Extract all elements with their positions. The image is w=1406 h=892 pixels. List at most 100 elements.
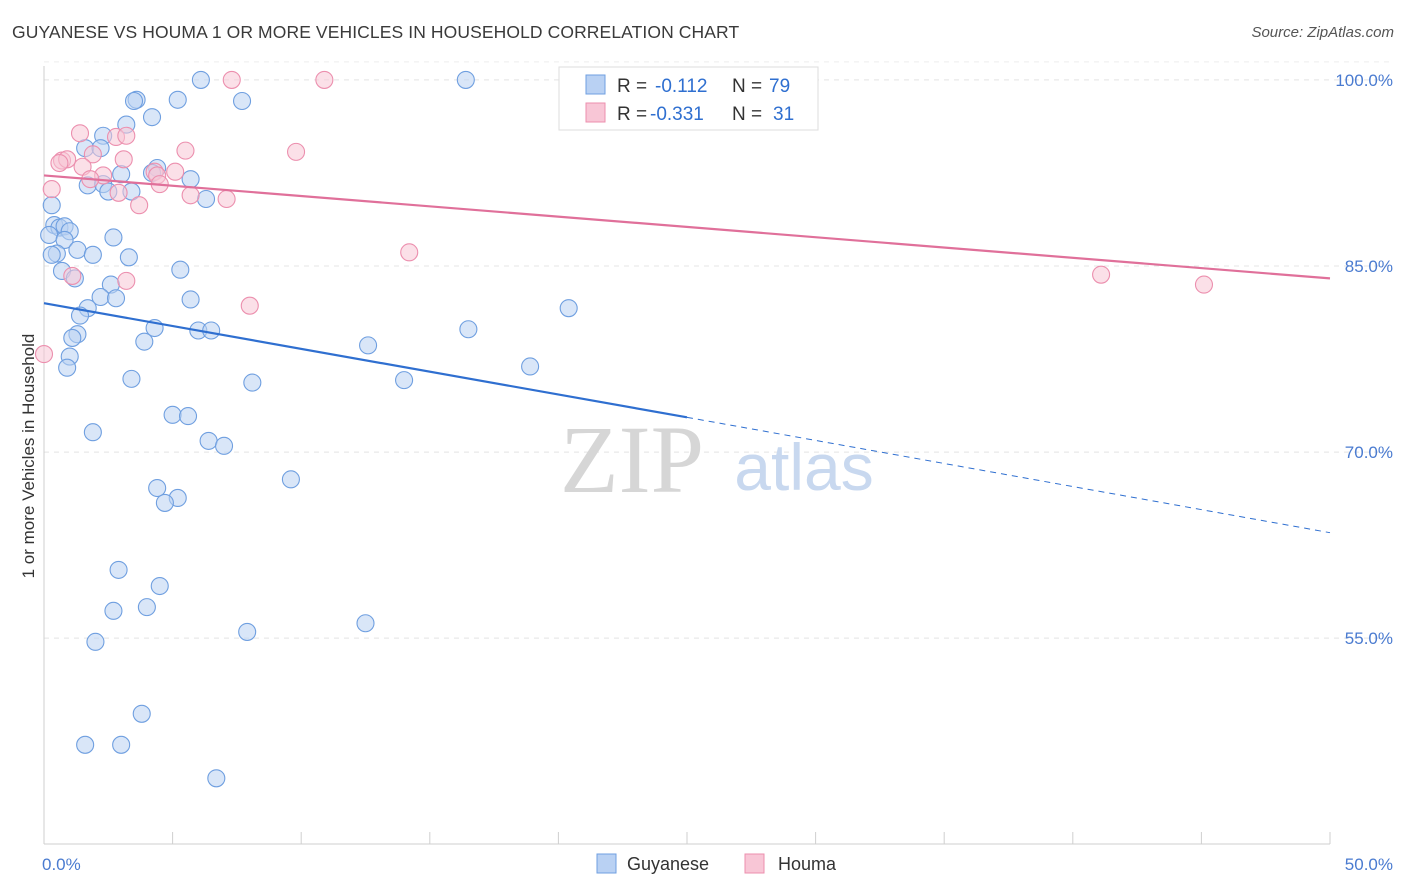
- point-houma: [1194, 275, 1214, 294]
- bottom-legend-label-guyanese: Guyanese: [627, 854, 709, 874]
- point-guyanese: [238, 622, 257, 641]
- point-guyanese: [521, 357, 540, 376]
- point-houma: [130, 196, 149, 215]
- point-guyanese: [168, 90, 187, 109]
- point-guyanese: [202, 321, 221, 340]
- point-houma: [117, 271, 136, 290]
- point-guyanese: [42, 245, 61, 264]
- legend-r-label-2: R =: [617, 104, 647, 125]
- y-tick-label: 55.0%: [1345, 629, 1393, 648]
- point-houma: [176, 141, 195, 160]
- point-guyanese: [356, 614, 375, 633]
- trend-line-extension-guyanese: [686, 416, 1331, 534]
- point-guyanese: [104, 228, 123, 247]
- y-tick-labels: 100.0% 85.0% 70.0% 55.0%: [1335, 71, 1393, 648]
- point-guyanese: [137, 598, 156, 617]
- svg-text:N =: N =: [732, 104, 762, 125]
- point-guyanese: [214, 436, 234, 455]
- point-guyanese: [155, 493, 174, 512]
- point-guyanese: [40, 225, 59, 245]
- gridlines: [44, 61, 1394, 639]
- point-houma: [34, 345, 54, 364]
- point-guyanese: [199, 431, 218, 450]
- point-houma: [42, 180, 61, 199]
- bottom-legend-swatch-houma: [744, 853, 765, 874]
- point-guyanese: [178, 407, 198, 426]
- point-guyanese: [132, 704, 151, 723]
- point-guyanese: [148, 478, 167, 498]
- axes: [43, 66, 1331, 845]
- point-guyanese: [109, 560, 128, 579]
- point-houma: [222, 70, 241, 89]
- bottom-legend: Guyanese Houma: [596, 853, 837, 874]
- series-guyanese: [40, 70, 578, 788]
- point-guyanese: [196, 189, 216, 209]
- point-guyanese: [135, 332, 154, 351]
- legend-r-value-2: -0.331: [650, 104, 704, 125]
- y-tick-label: 70.0%: [1345, 443, 1393, 462]
- point-guyanese: [122, 369, 141, 388]
- point-houma: [114, 150, 133, 169]
- point-houma: [315, 70, 334, 89]
- point-guyanese: [106, 289, 126, 308]
- point-houma: [117, 126, 136, 145]
- point-houma: [50, 153, 69, 173]
- x-tick-label: 0.0%: [42, 855, 81, 874]
- point-guyanese: [181, 170, 200, 189]
- x-tick-labels: 0.0% 50.0%: [42, 855, 1393, 874]
- point-guyanese: [459, 320, 478, 339]
- legend-swatch-houma: [585, 102, 606, 123]
- point-guyanese: [243, 373, 262, 392]
- point-houma: [287, 142, 306, 161]
- point-houma: [63, 266, 82, 285]
- legend-r-value-1: -0.112: [655, 76, 707, 97]
- point-houma: [1092, 265, 1111, 284]
- bottom-legend-swatch-guyanese: [596, 853, 617, 874]
- point-guyanese: [83, 245, 102, 264]
- legend-n-value-1: 79: [769, 76, 790, 97]
- series-houma: [34, 70, 1214, 364]
- y-tick-label: 100.0%: [1335, 71, 1393, 90]
- point-guyanese: [281, 470, 300, 489]
- point-guyanese: [86, 632, 105, 651]
- point-houma: [240, 296, 259, 315]
- point-guyanese: [359, 336, 378, 355]
- point-guyanese: [163, 405, 182, 424]
- svg-text:Guyanese: Guyanese: [627, 854, 709, 874]
- trend-line-houma: [43, 174, 1331, 280]
- bottom-legend-label-houma: Houma: [778, 854, 837, 874]
- point-guyanese: [395, 371, 414, 390]
- svg-text:Houma: Houma: [778, 854, 837, 874]
- point-guyanese: [207, 769, 226, 788]
- point-guyanese: [232, 91, 252, 111]
- legend-r-label-1: R =: [617, 76, 647, 97]
- point-houma: [166, 162, 185, 181]
- point-guyanese: [112, 735, 131, 754]
- svg-text:79: 79: [769, 76, 790, 97]
- point-guyanese: [150, 576, 169, 596]
- legend-swatch-guyanese: [585, 74, 606, 95]
- point-houma: [83, 145, 102, 164]
- point-guyanese: [83, 423, 102, 442]
- y-axis-title: 1 or more Vehicles in Household: [19, 334, 38, 579]
- svg-text:R =: R =: [617, 76, 647, 97]
- point-guyanese: [58, 358, 77, 377]
- point-guyanese: [124, 91, 144, 111]
- point-guyanese: [191, 70, 210, 89]
- trend-layer: [43, 174, 1331, 534]
- points-layer: [34, 70, 1214, 788]
- point-guyanese: [55, 230, 74, 249]
- point-guyanese: [104, 601, 123, 620]
- point-guyanese: [42, 196, 61, 215]
- point-guyanese: [119, 248, 138, 267]
- chart-title: GUYANESE VS HOUMA 1 OR MORE VEHICLES IN …: [12, 22, 740, 42]
- legend-n-label-2: N =: [732, 104, 762, 125]
- svg-text:31: 31: [773, 104, 794, 125]
- x-tick-label: 50.0%: [1345, 855, 1393, 874]
- point-guyanese: [559, 299, 578, 318]
- watermark-atlas: atlas: [734, 430, 873, 504]
- point-guyanese: [142, 108, 162, 127]
- legend-n-value-2: 31: [773, 104, 794, 125]
- point-houma: [109, 183, 128, 202]
